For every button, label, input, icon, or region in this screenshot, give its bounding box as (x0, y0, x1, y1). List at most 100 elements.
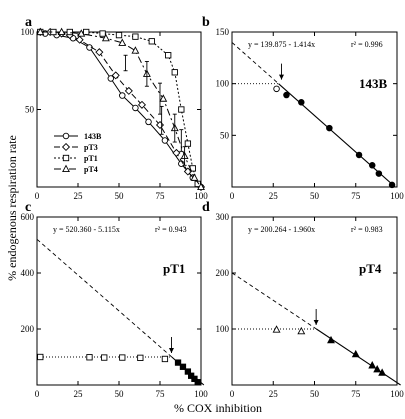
panel-letter: a (25, 15, 32, 30)
data-point (119, 354, 126, 361)
data-point (297, 326, 306, 335)
r-squared: r² = 0.996 (351, 40, 383, 49)
legend: 143B pT3 pT1 pT4 (54, 132, 102, 174)
data-point (179, 363, 187, 370)
x-tick-label: 0 (35, 191, 40, 201)
data-point-pt3 (75, 35, 84, 44)
data-point-pt1 (83, 28, 90, 36)
panel-label: pT1 (163, 261, 185, 276)
x-tick-label: 75 (351, 389, 361, 399)
fit-line-extrapolated (36, 238, 173, 358)
data-point-143b (145, 118, 152, 126)
arrow-head (279, 74, 284, 80)
data-point (326, 124, 333, 132)
data-point-pt3 (172, 148, 181, 157)
panel-letter: c (25, 200, 31, 215)
x-tick-label: 100 (390, 191, 404, 201)
x-tick-label: 0 (230, 389, 235, 399)
fit-line (278, 83, 396, 188)
data-point-pt3 (111, 71, 120, 80)
y-tick-label: 100 (21, 27, 35, 37)
data-point-pt4 (57, 27, 66, 36)
data-point-143b (107, 75, 115, 82)
y-tick-label: 50 (25, 105, 35, 115)
data-point (388, 181, 396, 189)
fit-line-extrapolated (231, 42, 279, 85)
legend-marker (62, 164, 70, 173)
data-point (137, 354, 144, 361)
x-tick-label: 100 (194, 389, 208, 399)
data-point-pt1 (66, 28, 73, 36)
x-tick-label: 100 (390, 389, 404, 399)
data-point (184, 368, 192, 375)
y-axis-title: % endogenous respiration rate (5, 135, 19, 281)
data-point (194, 379, 201, 386)
data-point (369, 162, 376, 169)
data-point (351, 349, 360, 358)
legend-label: pT4 (84, 165, 98, 174)
data-point (37, 353, 44, 361)
data-point (273, 85, 280, 93)
data-point (283, 91, 290, 99)
x-tick-label: 25 (74, 191, 84, 201)
legend-label: 143B (84, 132, 102, 141)
data-point (375, 170, 383, 177)
data-point-pt4 (190, 173, 199, 181)
x-tick-label: 25 (74, 389, 84, 399)
x-tick-label: 0 (35, 389, 40, 399)
data-point-pt1 (178, 106, 185, 113)
chart-panel-d: 0 25 50 75 100 100 200 300 d y = 200.264 - 1.960x… (202, 200, 404, 399)
x-tick-label: 50 (115, 389, 125, 399)
x-tick-label: 0 (230, 191, 235, 201)
x-tick-label: 75 (156, 389, 166, 399)
data-point-pt3 (95, 48, 104, 57)
data-point (191, 375, 198, 382)
panel-label: pT4 (359, 261, 382, 276)
data-point-pt1 (171, 69, 178, 76)
r-squared: r² = 0.983 (351, 225, 383, 234)
x-tick-label: 50 (115, 191, 125, 201)
data-point-pt4 (101, 33, 110, 42)
data-point (327, 335, 335, 344)
fit-equation: y = 520.360 - 5.115x (53, 225, 120, 234)
data-point-pt1 (115, 31, 123, 39)
data-point-pt1 (132, 33, 139, 40)
data-point-pt1 (165, 52, 172, 59)
data-point (298, 99, 305, 106)
arrow-head (313, 320, 319, 325)
data-point-pt4 (197, 182, 205, 191)
data-point-pt1 (148, 38, 155, 45)
y-tick-label: 200 (21, 324, 35, 334)
fit-equation: y = 139.875 - 1.414x (248, 40, 315, 49)
panel-label: 143B (359, 76, 388, 91)
r-squared: r² = 0.943 (155, 225, 187, 234)
series-line-pt3 (40, 31, 202, 188)
y-tick-label: 400 (21, 268, 35, 278)
data-point-pt1 (184, 140, 192, 147)
legend-label: pT1 (84, 154, 98, 163)
y-tick-label: 600 (21, 212, 35, 222)
chart-panel-b: 0 25 50 75 100 50 100 150 b y = 139.875 - 1.414x r… (202, 15, 404, 201)
x-axis-title: % COX inhibition (174, 401, 262, 415)
fit-equation: y = 200.264 - 1.960x (248, 225, 315, 234)
data-point-pt4 (36, 27, 45, 36)
data-point-143b (161, 137, 169, 144)
data-point (101, 354, 108, 361)
x-tick-label: 100 (194, 191, 208, 201)
data-point-143b (119, 92, 126, 99)
y-tick-label: 200 (216, 268, 230, 278)
data-point (355, 151, 363, 159)
fit-line-extrapolated (231, 272, 317, 330)
panel-letter: b (202, 15, 210, 30)
data-point (174, 359, 182, 366)
x-tick-label: 25 (269, 389, 279, 399)
y-tick-label: 100 (216, 79, 230, 89)
series-line-143b (40, 31, 202, 188)
data-point-pt3 (124, 86, 133, 95)
y-tick-label: 100 (216, 324, 230, 334)
data-point (161, 355, 169, 363)
data-point-pt3 (137, 100, 146, 109)
